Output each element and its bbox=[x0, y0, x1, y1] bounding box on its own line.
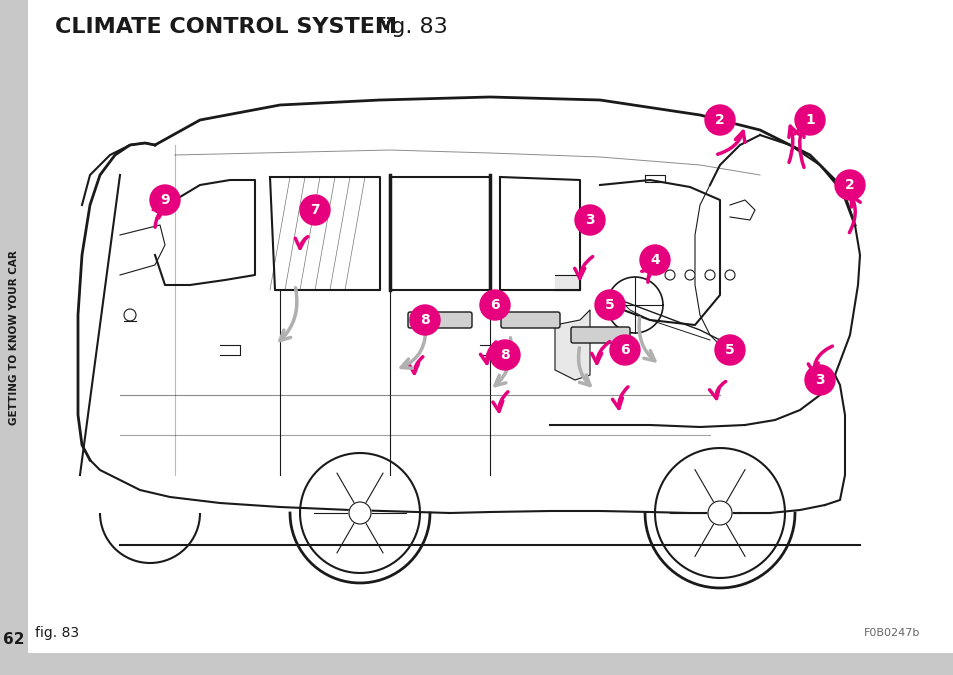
Text: 3: 3 bbox=[814, 373, 824, 387]
Text: fig. 83: fig. 83 bbox=[370, 17, 447, 37]
Text: 8: 8 bbox=[499, 348, 509, 362]
Circle shape bbox=[349, 502, 371, 524]
FancyBboxPatch shape bbox=[0, 653, 953, 675]
Text: 5: 5 bbox=[724, 343, 734, 357]
Circle shape bbox=[707, 501, 731, 525]
FancyBboxPatch shape bbox=[571, 327, 629, 343]
Circle shape bbox=[724, 270, 734, 280]
Text: 62: 62 bbox=[3, 632, 25, 647]
Polygon shape bbox=[555, 310, 589, 380]
Text: 9: 9 bbox=[160, 193, 170, 207]
Circle shape bbox=[299, 195, 330, 225]
Text: F0B0247b: F0B0247b bbox=[862, 628, 919, 638]
Circle shape bbox=[609, 335, 639, 365]
Text: 3: 3 bbox=[584, 213, 594, 227]
Circle shape bbox=[714, 335, 744, 365]
Circle shape bbox=[490, 340, 519, 370]
Text: 2: 2 bbox=[715, 113, 724, 127]
Circle shape bbox=[410, 305, 439, 335]
Circle shape bbox=[639, 245, 669, 275]
Circle shape bbox=[804, 365, 834, 395]
Circle shape bbox=[150, 185, 180, 215]
Text: 7: 7 bbox=[310, 203, 319, 217]
Circle shape bbox=[575, 205, 604, 235]
Circle shape bbox=[834, 170, 864, 200]
FancyBboxPatch shape bbox=[408, 312, 472, 328]
Text: 4: 4 bbox=[649, 253, 659, 267]
Text: CLIMATE CONTROL SYSTEM: CLIMATE CONTROL SYSTEM bbox=[55, 17, 396, 37]
Circle shape bbox=[794, 105, 824, 135]
Text: 5: 5 bbox=[604, 298, 615, 312]
Text: 2: 2 bbox=[844, 178, 854, 192]
FancyBboxPatch shape bbox=[0, 0, 28, 675]
Text: 8: 8 bbox=[419, 313, 430, 327]
Text: 6: 6 bbox=[490, 298, 499, 312]
Text: GETTING TO KNOW YOUR CAR: GETTING TO KNOW YOUR CAR bbox=[9, 250, 19, 425]
Circle shape bbox=[595, 290, 624, 320]
Circle shape bbox=[124, 309, 136, 321]
Circle shape bbox=[479, 290, 510, 320]
Text: 1: 1 bbox=[804, 113, 814, 127]
Circle shape bbox=[704, 105, 734, 135]
Circle shape bbox=[684, 270, 695, 280]
FancyBboxPatch shape bbox=[500, 312, 559, 328]
Circle shape bbox=[704, 270, 714, 280]
Text: fig. 83: fig. 83 bbox=[35, 626, 79, 640]
Text: 6: 6 bbox=[619, 343, 629, 357]
Circle shape bbox=[664, 270, 675, 280]
